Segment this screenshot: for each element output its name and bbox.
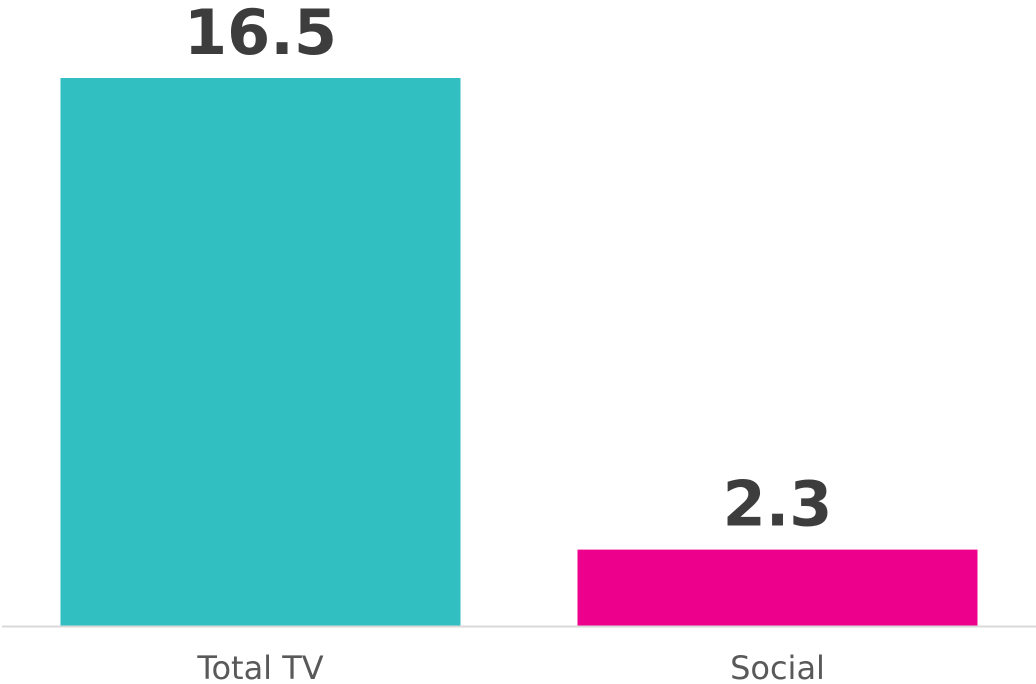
category-label-social: Social [730,649,825,684]
bar-total-tv [60,78,461,626]
bar-social [577,549,978,626]
data-label-total-tv: 16.5 [184,0,337,69]
data-label-social: 2.3 [723,468,833,541]
bars-group [60,78,978,626]
category-label-total-tv: Total TV [196,649,323,684]
category-labels-group: Total TV Social [196,649,825,684]
value-labels-group: 16.5 2.3 [184,0,832,541]
